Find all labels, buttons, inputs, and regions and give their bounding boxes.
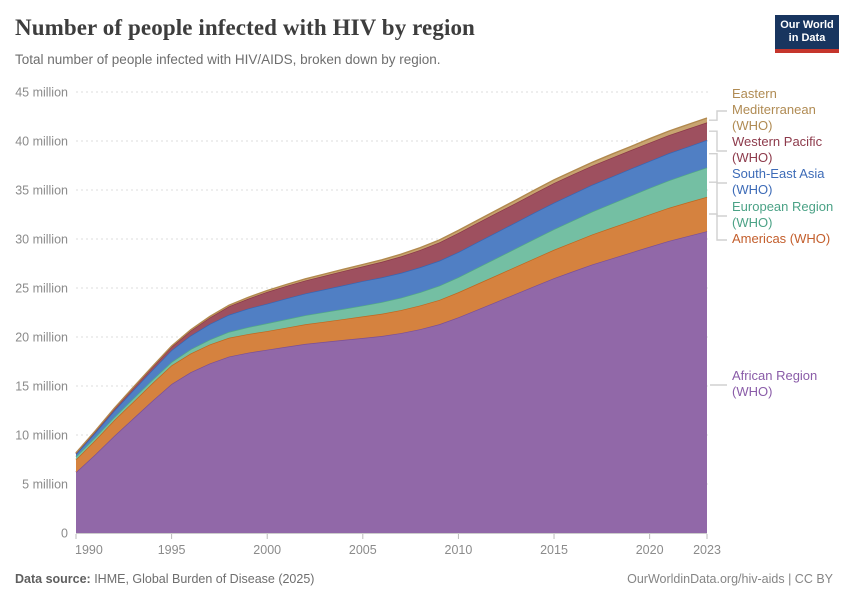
y-axis-label: 45 million: [15, 86, 68, 100]
area-african-region-who-[interactable]: [76, 231, 707, 533]
y-axis-label: 30 million: [15, 233, 68, 247]
y-axis-label: 0: [61, 527, 68, 541]
legend-item-americas-who-[interactable]: Americas (WHO): [732, 231, 831, 246]
chart-footer: Data source: IHME, Global Burden of Dise…: [15, 568, 833, 590]
legend-connector: [709, 110, 727, 121]
y-axis-label: 40 million: [15, 135, 68, 149]
legend-item-african-region-who-[interactable]: African Region (WHO): [732, 368, 818, 399]
area-western-pacific-who-[interactable]: [76, 122, 707, 455]
y-axis-label: 20 million: [15, 331, 68, 345]
legend-item-western-pacific-who-[interactable]: Western Pacific (WHO): [732, 134, 823, 165]
line-eastern-mediterranean-who-: [75, 117, 708, 454]
x-axis-label: 2005: [349, 543, 377, 557]
x-axis-label: 2010: [445, 543, 473, 557]
x-axis-label: 1990: [75, 543, 103, 557]
owid-logo-text: Our World in Data: [780, 19, 834, 44]
data-source-note: Data source: IHME, Global Burden of Dise…: [15, 572, 314, 586]
legend-item-eastern-mediterranean-who-[interactable]: Eastern Mediterranean (WHO): [732, 86, 816, 133]
legend-item-european-region-who-[interactable]: European Region (WHO): [732, 199, 834, 230]
page-title: Number of people infected with HIV by re…: [15, 15, 475, 40]
y-axis-label: 5 million: [22, 478, 68, 492]
legend-connector: [709, 213, 727, 241]
x-axis-label: 2000: [253, 543, 281, 557]
legend-connector: [709, 130, 727, 152]
data-source-text: IHME, Global Burden of Disease (2025): [90, 572, 315, 586]
data-source-label: Data source:: [15, 572, 91, 586]
chart-subtitle: Total number of people infected with HIV…: [15, 52, 441, 67]
y-axis-label: 10 million: [15, 429, 68, 443]
legend-connector: [709, 181, 727, 217]
area-south-east-asia-who-[interactable]: [76, 140, 707, 457]
x-axis-label: 2023: [693, 543, 721, 557]
y-axis-label: 15 million: [15, 380, 68, 394]
x-axis-label: 2015: [540, 543, 568, 557]
legend-connector: [709, 153, 727, 184]
y-axis-label: 25 million: [15, 282, 68, 296]
area-european-region-who-[interactable]: [76, 167, 707, 460]
y-axis-label: 35 million: [15, 184, 68, 198]
owid-url-license-link[interactable]: OurWorldinData.org/hiv-aids | CC BY: [627, 572, 833, 586]
area-americas-who-[interactable]: [76, 196, 707, 473]
x-axis-label: 2020: [636, 543, 664, 557]
x-axis-label: 1995: [158, 543, 186, 557]
legend-item-south-east-asia-who-[interactable]: South-East Asia (WHO): [732, 166, 825, 197]
owid-logo[interactable]: Our World in Data: [775, 15, 839, 53]
